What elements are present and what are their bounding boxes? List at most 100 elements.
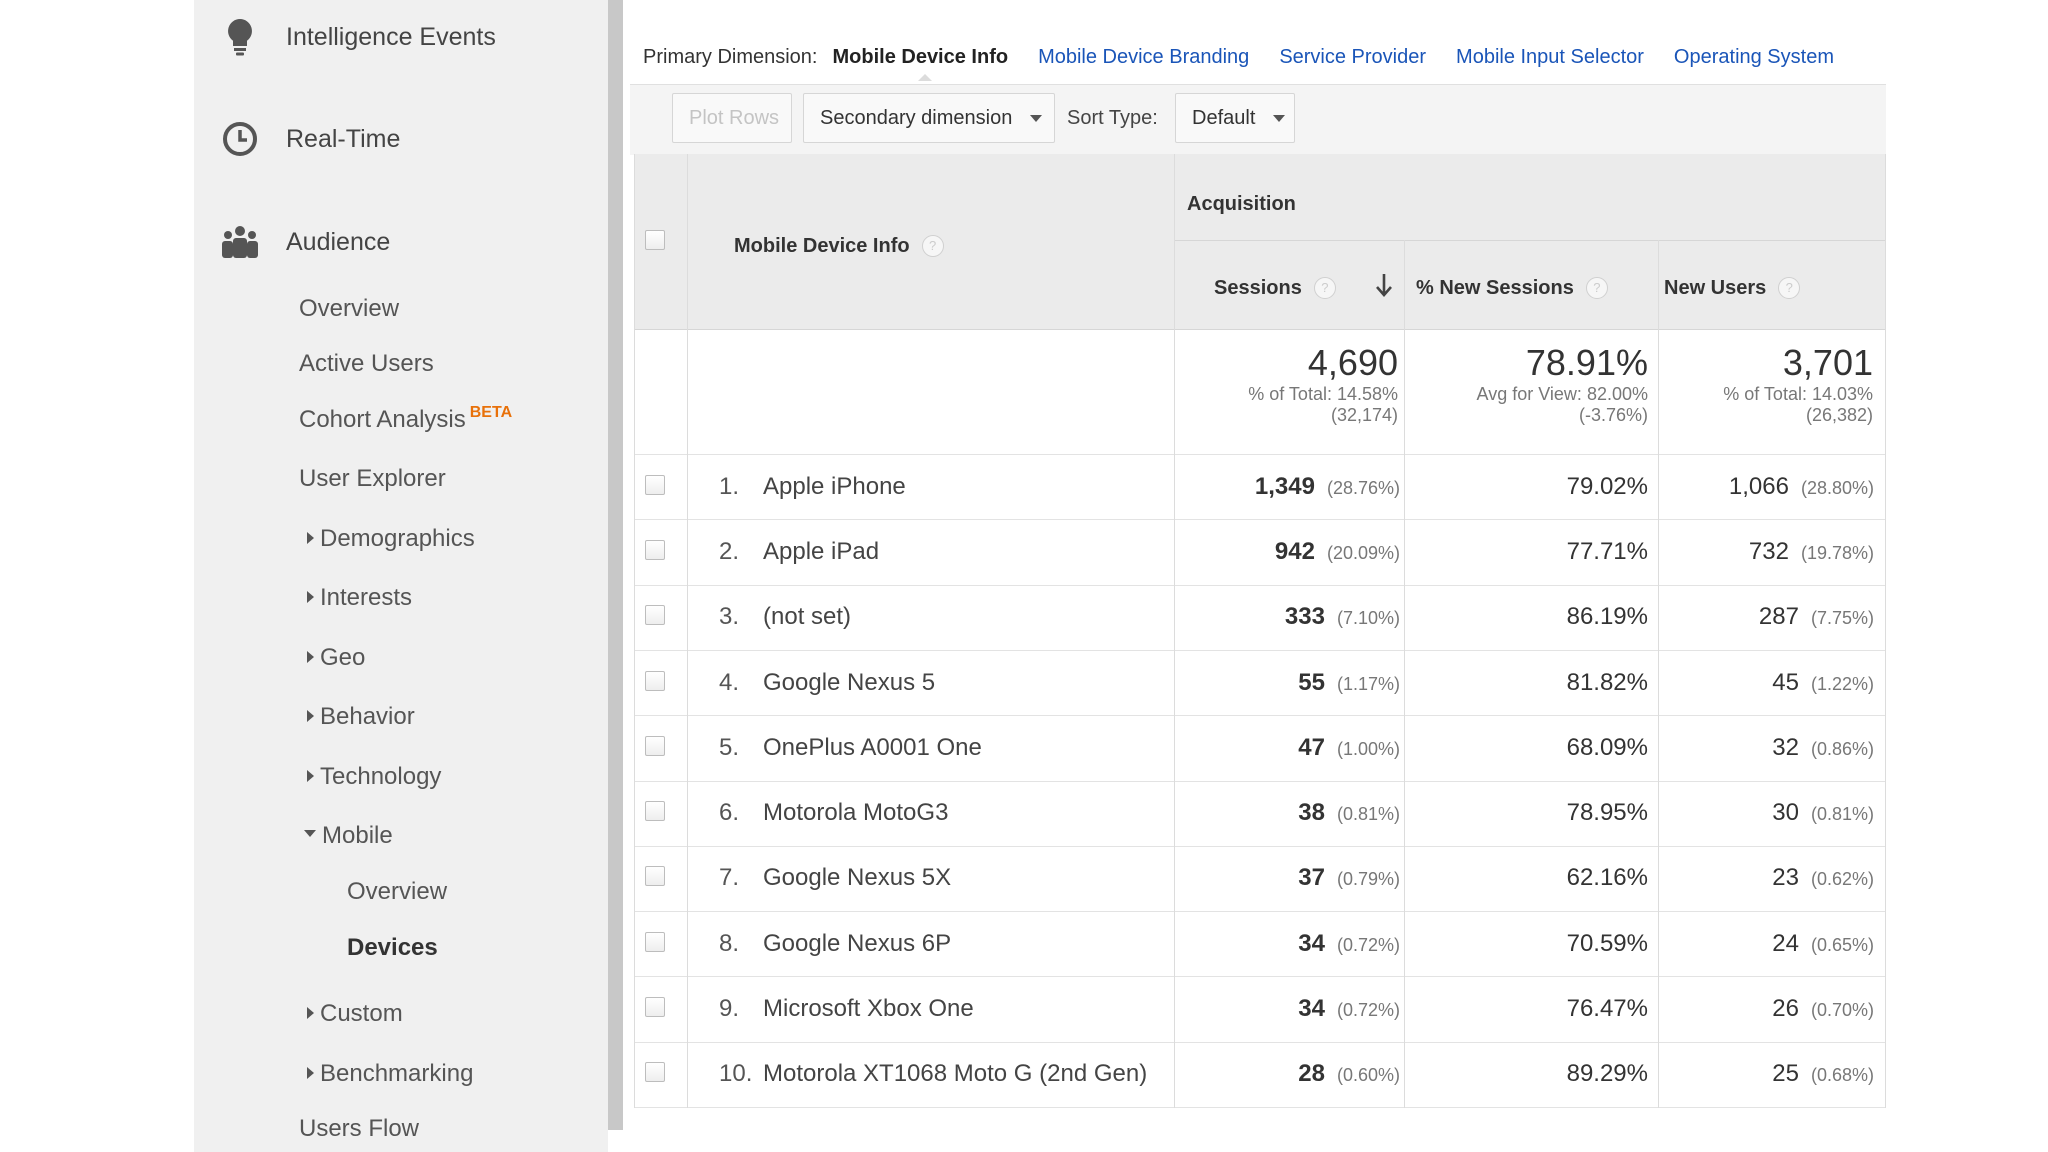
row-divider [634, 715, 1886, 717]
row-checkbox[interactable] [645, 605, 665, 626]
row-checkbox[interactable] [645, 539, 665, 560]
nav-label: Demographics [320, 525, 475, 552]
nav-cohort-analysis[interactable]: Cohort Analysis BETA [299, 404, 512, 434]
new-users-percent: (0.62%) [1810, 869, 1874, 890]
sort-type-dropdown[interactable]: Default [1175, 93, 1295, 143]
nav-benchmarking[interactable]: Benchmarking [307, 1060, 473, 1088]
nav-user-explorer[interactable]: User Explorer [299, 465, 446, 492]
column-divider [1404, 240, 1405, 1108]
totals-new-users-total: (26,382) [1805, 405, 1873, 425]
table-row[interactable]: 3. (not set) 333 (7.10%) 86.19% 287 (7.75%… [634, 585, 1886, 650]
nav-technology[interactable]: Technology [307, 763, 441, 791]
totals-sessions: 4,690 % of Total: 14.58% (32,174) [1178, 342, 1398, 426]
device-name-link[interactable]: (not set) [763, 603, 852, 631]
totals-sessions-share: % of Total: 14.58% [1248, 384, 1398, 404]
table-row[interactable]: 4. Google Nexus 5 55 (1.17%) 81.82% 45 (1.… [634, 650, 1886, 715]
help-icon[interactable]: ? [921, 235, 944, 257]
nav-label: Interests [320, 584, 413, 611]
new-users-value: 24 [1772, 929, 1799, 957]
new-users-value: 1,066 [1728, 472, 1789, 500]
new-sessions-header-label: % New Sessions [1416, 276, 1574, 299]
secondary-dimension-dropdown[interactable]: Secondary dimension [803, 93, 1055, 143]
sessions-cell: 28 (0.60%) [1194, 1060, 1400, 1088]
table-row[interactable]: 2. Apple iPad 942 (20.09%) 77.71% 732 (19.… [634, 519, 1886, 584]
device-name-link[interactable]: Google Nexus 6P [763, 929, 952, 957]
dimension-mobile-input-selector[interactable]: Mobile Input Selector [1456, 45, 1644, 68]
table-row[interactable]: 5. OnePlus A0001 One 47 (1.00%) 68.09% 32… [634, 715, 1886, 780]
plot-rows-button[interactable]: Plot Rows [672, 93, 792, 143]
row-checkbox[interactable] [645, 997, 665, 1018]
row-checkbox[interactable] [645, 670, 665, 691]
row-checkbox[interactable] [645, 866, 665, 887]
select-all-checkbox[interactable] [645, 230, 665, 250]
device-name-link[interactable]: OnePlus A0001 One [763, 733, 982, 761]
row-divider [634, 584, 1886, 586]
table-row[interactable]: 8. Google Nexus 6P 34 (0.72%) 70.59% 24 (0… [634, 911, 1886, 976]
new-sessions-column-header[interactable]: % New Sessions ? [1416, 268, 1608, 308]
device-name-link[interactable]: Microsoft Xbox One [763, 995, 974, 1023]
new-users-value: 23 [1772, 864, 1799, 892]
row-checkbox[interactable] [645, 1062, 665, 1083]
totals-new-users-value: 3,701 [1782, 342, 1873, 383]
nav-demographics[interactable]: Demographics [307, 525, 475, 553]
device-name-link[interactable]: Google Nexus 5 [763, 668, 936, 696]
table-row[interactable]: 9. Microsoft Xbox One 34 (0.72%) 76.47% 2… [634, 976, 1886, 1041]
nav-custom[interactable]: Custom [307, 1000, 403, 1028]
dimension-mobile-device-branding[interactable]: Mobile Device Branding [1038, 45, 1250, 68]
row-checkbox[interactable] [645, 735, 665, 756]
sessions-value: 55 [1298, 668, 1325, 696]
nav-behavior[interactable]: Behavior [307, 703, 415, 731]
nav-intelligence-events[interactable]: Intelligence Events [220, 15, 496, 59]
device-name-link[interactable]: Motorola XT1068 Moto G (2nd Gen) [763, 1060, 1148, 1088]
nav-geo[interactable]: Geo [307, 644, 365, 672]
sessions-cell: 55 (1.17%) [1194, 669, 1400, 697]
row-checkbox[interactable] [645, 474, 665, 495]
caret-right-icon [307, 709, 314, 722]
row-index: 9. [719, 995, 740, 1023]
sidebar-scrollbar[interactable] [608, 0, 623, 1130]
device-name-link[interactable]: Google Nexus 5X [763, 864, 952, 892]
table-row[interactable]: 1. Apple iPhone 1,349 (28.76%) 79.02% 1,0… [634, 454, 1886, 519]
device-name-link[interactable]: Apple iPad [763, 537, 880, 565]
new-users-percent: (0.65%) [1810, 934, 1874, 955]
nav-audience[interactable]: Audience [220, 220, 390, 264]
nav-mobile-devices[interactable]: Devices [347, 934, 438, 961]
nav-interests[interactable]: Interests [307, 584, 412, 612]
nav-active-users[interactable]: Active Users [299, 350, 434, 377]
help-icon[interactable]: ? [1313, 277, 1336, 299]
sessions-column-header[interactable]: Sessions ? [1214, 268, 1336, 308]
dimension-service-provider[interactable]: Service Provider [1279, 45, 1427, 68]
row-index: 3. [719, 603, 740, 631]
new-sessions-cell: 70.59% [1566, 929, 1648, 957]
nav-real-time[interactable]: Real-Time [220, 117, 400, 161]
help-icon[interactable]: ? [1585, 277, 1608, 299]
sessions-value: 34 [1298, 929, 1325, 957]
new-users-column-header[interactable]: New Users ? [1664, 268, 1801, 308]
nav-audience-overview[interactable]: Overview [299, 295, 400, 322]
dimension-operating-system[interactable]: Operating System [1673, 45, 1834, 68]
nav-label: Real-Time [286, 124, 401, 153]
new-users-percent: (0.81%) [1810, 804, 1874, 825]
active-dimension-caret [918, 74, 932, 81]
device-name-link[interactable]: Motorola MotoG3 [763, 799, 949, 827]
row-checkbox[interactable] [645, 931, 665, 952]
sort-descending-icon[interactable] [1374, 272, 1394, 303]
sessions-value: 47 [1298, 733, 1325, 761]
table-row[interactable]: 6. Motorola MotoG3 38 (0.81%) 78.95% 30 (0… [634, 781, 1886, 846]
dimension-mobile-device-info[interactable]: Mobile Device Info [832, 45, 1009, 68]
sessions-percent: (20.09%) [1326, 542, 1400, 563]
table-row[interactable]: 10. Motorola XT1068 Moto G (2nd Gen) 28 (… [634, 1042, 1886, 1107]
sessions-value: 38 [1298, 799, 1325, 827]
row-index: 5. [719, 733, 740, 761]
nav-mobile-overview[interactable]: Overview [347, 878, 448, 905]
nav-users-flow[interactable]: Users Flow [299, 1115, 420, 1142]
help-icon[interactable]: ? [1778, 277, 1801, 299]
nav-label: Behavior [320, 703, 415, 730]
row-checkbox[interactable] [645, 801, 665, 822]
nav-mobile[interactable]: Mobile [304, 822, 393, 850]
dimension-column-header[interactable]: Mobile Device Info ? [734, 226, 944, 266]
device-name-link[interactable]: Apple iPhone [763, 472, 906, 500]
new-sessions-cell: 89.29% [1566, 1060, 1648, 1088]
people-icon [220, 222, 260, 262]
table-row[interactable]: 7. Google Nexus 5X 37 (0.79%) 62.16% 23 (0… [634, 846, 1886, 911]
